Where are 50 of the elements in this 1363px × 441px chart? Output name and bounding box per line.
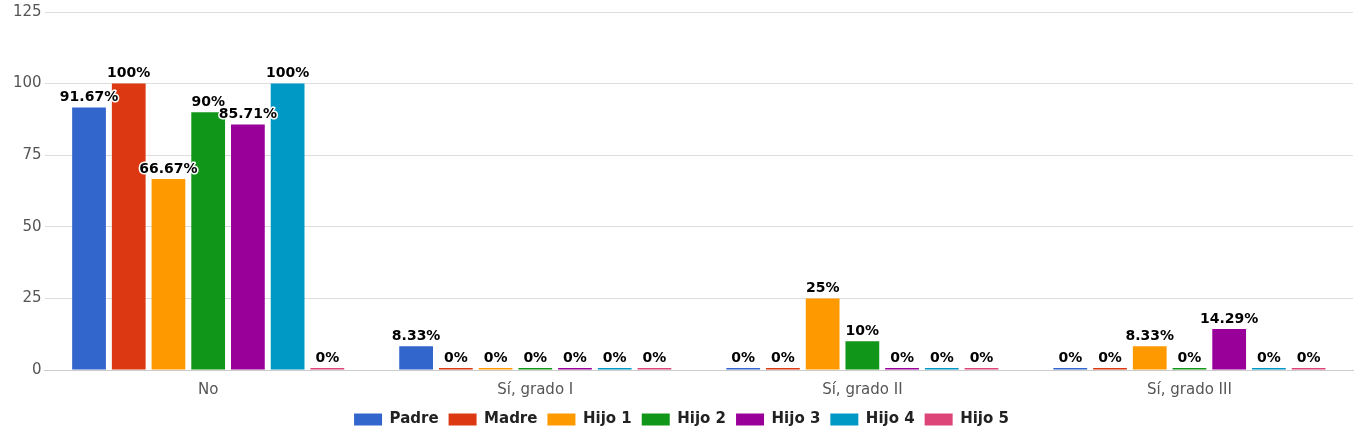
x-tick-label: Sí, grado III	[1147, 379, 1232, 398]
data-label: 90%	[191, 92, 225, 109]
legend-label: Hijo 1	[582, 409, 632, 428]
y-tick-label: 125	[12, 1, 42, 20]
data-label: 0%	[969, 348, 994, 365]
bar	[1132, 346, 1167, 370]
y-tick-label: 50	[22, 216, 42, 235]
data-label: 0%	[602, 348, 627, 365]
legend-label: Hijo 5	[960, 409, 1009, 428]
data-label: 0%	[483, 348, 508, 365]
y-tick-label: 0	[32, 359, 42, 378]
bar	[151, 179, 186, 370]
data-label: 0%	[890, 348, 914, 365]
bar	[805, 298, 840, 370]
legend-label: Madre	[484, 409, 538, 428]
data-label: 0%	[642, 348, 667, 365]
bar	[1212, 329, 1247, 370]
data-label: 0%	[771, 348, 795, 365]
data-label: 0%	[1058, 348, 1083, 365]
bar	[845, 341, 880, 370]
data-label: 0%	[731, 348, 756, 365]
data-label: 0%	[563, 348, 587, 365]
legend-label: Hijo 3	[771, 409, 821, 428]
data-label: 14.29%	[1200, 309, 1259, 326]
data-label: 0%	[1177, 348, 1202, 365]
data-label: 8.33%	[391, 326, 441, 343]
data-label: 10%	[845, 322, 880, 338]
data-label: 8.33%	[1125, 326, 1175, 343]
data-label: 25%	[805, 279, 840, 296]
data-label: 0%	[1098, 348, 1122, 365]
data-label: 0%	[1296, 348, 1321, 365]
data-label: 0%	[1257, 348, 1281, 365]
x-tick-label: No	[197, 379, 219, 398]
x-tick-label: Sí, grado I	[497, 379, 574, 398]
data-label: 100%	[107, 64, 151, 81]
y-tick-label: 75	[22, 145, 42, 164]
bar	[72, 107, 106, 370]
data-label: 0%	[523, 348, 548, 365]
x-tick-label: Sí, grado II	[822, 379, 903, 398]
data-label: 100%	[265, 64, 310, 81]
bar	[399, 346, 433, 370]
legend-label: Hijo 2	[677, 409, 727, 428]
data-label: 0%	[929, 348, 954, 365]
y-tick-label: 100	[12, 73, 42, 92]
data-label: 0%	[315, 348, 340, 365]
bar	[231, 124, 265, 370]
y-tick-label: 25	[22, 288, 42, 307]
data-label: 0%	[443, 348, 468, 365]
legend-label: Padre	[389, 409, 439, 428]
legend-label: Hijo 4	[865, 409, 915, 428]
